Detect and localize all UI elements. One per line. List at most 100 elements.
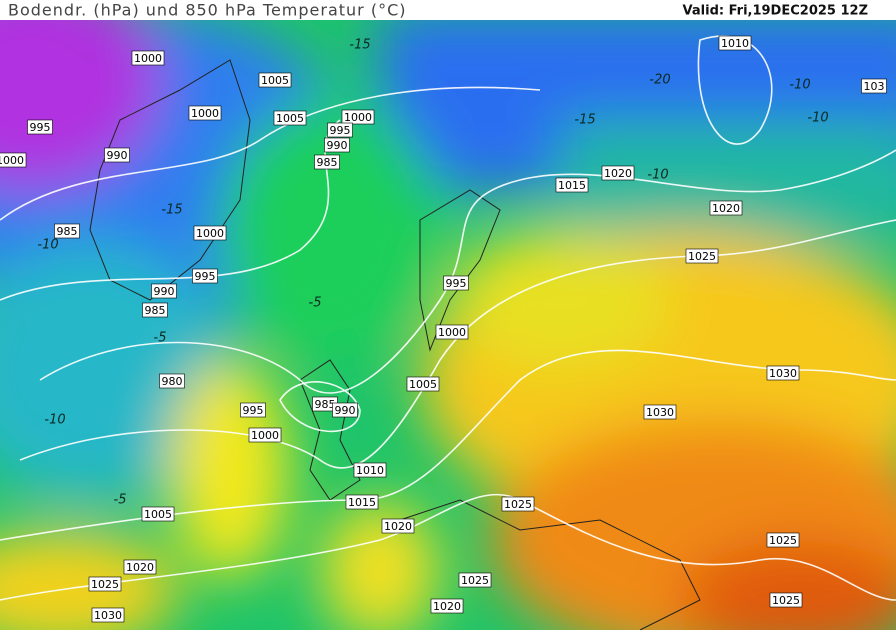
isobar-label-box: [151, 283, 177, 299]
header-bar: [0, 0, 896, 20]
temperature-label: -5: [154, 331, 167, 346]
britain-coast: [299, 359, 361, 501]
isobar-label-box: [248, 427, 282, 443]
isobar-label: 1005: [144, 508, 172, 521]
map-title: Bodendr. (hPa) und 850 hPa Temperatur (°…: [8, 1, 407, 20]
europe-coast: [399, 499, 701, 630]
isobar-label-box: [381, 518, 415, 534]
isobar-label: 1030: [646, 406, 674, 419]
isobar-label: 1000: [344, 111, 372, 124]
temperature-label: -15: [161, 203, 182, 218]
isobar-label-box: [430, 598, 464, 614]
temperature-label: -5: [114, 493, 127, 508]
isobar-label-box: [718, 35, 752, 51]
isobar-label: 1010: [721, 37, 749, 50]
isobar-label-box: [258, 72, 292, 88]
isobar-label: 995: [30, 121, 51, 134]
isobar-label-box: [0, 152, 27, 168]
isobar-label-box: [91, 607, 125, 623]
isobar-label-box: [601, 165, 635, 181]
isobar-label-box: [142, 302, 168, 318]
isobar-label-box: [769, 592, 803, 608]
isobar-label-box: [643, 404, 677, 420]
temperature-label: -10: [44, 413, 65, 428]
isobar-label: 980: [162, 375, 183, 388]
isobar-label-box: [709, 200, 743, 216]
isobar-label: 1020: [433, 600, 461, 613]
isobar-label-box: [27, 119, 53, 135]
isobar-label-box: [685, 248, 719, 264]
isobar-label-box: [104, 147, 130, 163]
isobar-label-box: [341, 109, 375, 125]
isobar-label-box: [123, 559, 157, 575]
temperature-label: -10: [789, 78, 810, 93]
isobar-label-box: [240, 402, 266, 418]
isobar-label-box: [314, 154, 340, 170]
isobar-label: 1020: [384, 520, 412, 533]
isobar-label: 1000: [134, 52, 162, 65]
isobar-label: 1000: [251, 429, 279, 442]
isobar-label-box: [159, 373, 185, 389]
isobar-label: 985: [317, 156, 338, 169]
isobar-label: 1015: [348, 496, 376, 509]
isobar-label-box: [327, 122, 353, 138]
isobar-label-box: [54, 223, 80, 239]
isobar: [0, 349, 896, 541]
isobar-label-box: [458, 572, 492, 588]
valid-time: Valid: Fri,19DEC2025 12Z: [683, 4, 868, 19]
isobar-label-box: [324, 137, 350, 153]
labels: 1000 1005 1000 1005 1000 995 990 985 995 990 1000 9…: [0, 35, 887, 623]
isobar-label: 990: [107, 149, 128, 162]
isobar-label: 103: [864, 80, 885, 93]
isobar-label-box: [193, 225, 227, 241]
isobar: [0, 86, 541, 221]
isobar-label: 1000: [0, 154, 24, 167]
isobar-label-box: [766, 365, 800, 381]
temperature-label: -5: [309, 296, 322, 311]
isobar-label: 1025: [688, 250, 716, 263]
isobar-label-box: [345, 494, 379, 510]
isobar-label-box: [188, 105, 222, 121]
temperature-label: -20: [649, 73, 670, 88]
isobar-label: 990: [154, 285, 175, 298]
isobar: [19, 219, 896, 469]
isobar-label: 995: [243, 404, 264, 417]
isobar-label: 985: [315, 398, 336, 411]
isobar-label-box: [273, 110, 307, 126]
isobar-label: 995: [195, 270, 216, 283]
isobar: [39, 149, 896, 394]
temperature-label: -10: [37, 238, 58, 253]
isobar-label: 1025: [504, 498, 532, 511]
isobar-label-box: [141, 506, 175, 522]
isobar-label-box: [353, 462, 387, 478]
isobar-label: 985: [57, 225, 78, 238]
isobar-label-box: [192, 268, 218, 284]
isobar-label: 1015: [558, 179, 586, 192]
isobar-label: 995: [446, 277, 467, 290]
temperature-label: -15: [349, 38, 370, 53]
isobar-label-box: [332, 402, 358, 418]
isobar-label: 1030: [769, 367, 797, 380]
isobar-label-box: [406, 376, 440, 392]
isobar-label: 1005: [261, 74, 289, 87]
temperature-label: -10: [647, 168, 668, 183]
isobar-label: 1000: [191, 107, 219, 120]
isobar-label: 1025: [461, 574, 489, 587]
isobar-label: 1020: [126, 561, 154, 574]
isobar-label-box: [501, 496, 535, 512]
isobar-label: 985: [145, 304, 166, 317]
isobar-label: 1025: [772, 594, 800, 607]
isobar-label-box: [766, 532, 800, 548]
isobar-label: 990: [327, 139, 348, 152]
isobar-label-box: [443, 275, 469, 291]
isobar-label: 1010: [356, 464, 384, 477]
isobar-label-box: [861, 78, 887, 94]
temperature-label: -10: [807, 111, 828, 126]
isobar-label-box: [131, 50, 165, 66]
isobar-label: 1025: [91, 578, 119, 591]
isobar-label: 1005: [276, 112, 304, 125]
isobar-label-box: [555, 177, 589, 193]
isobar-label: 1000: [196, 227, 224, 240]
